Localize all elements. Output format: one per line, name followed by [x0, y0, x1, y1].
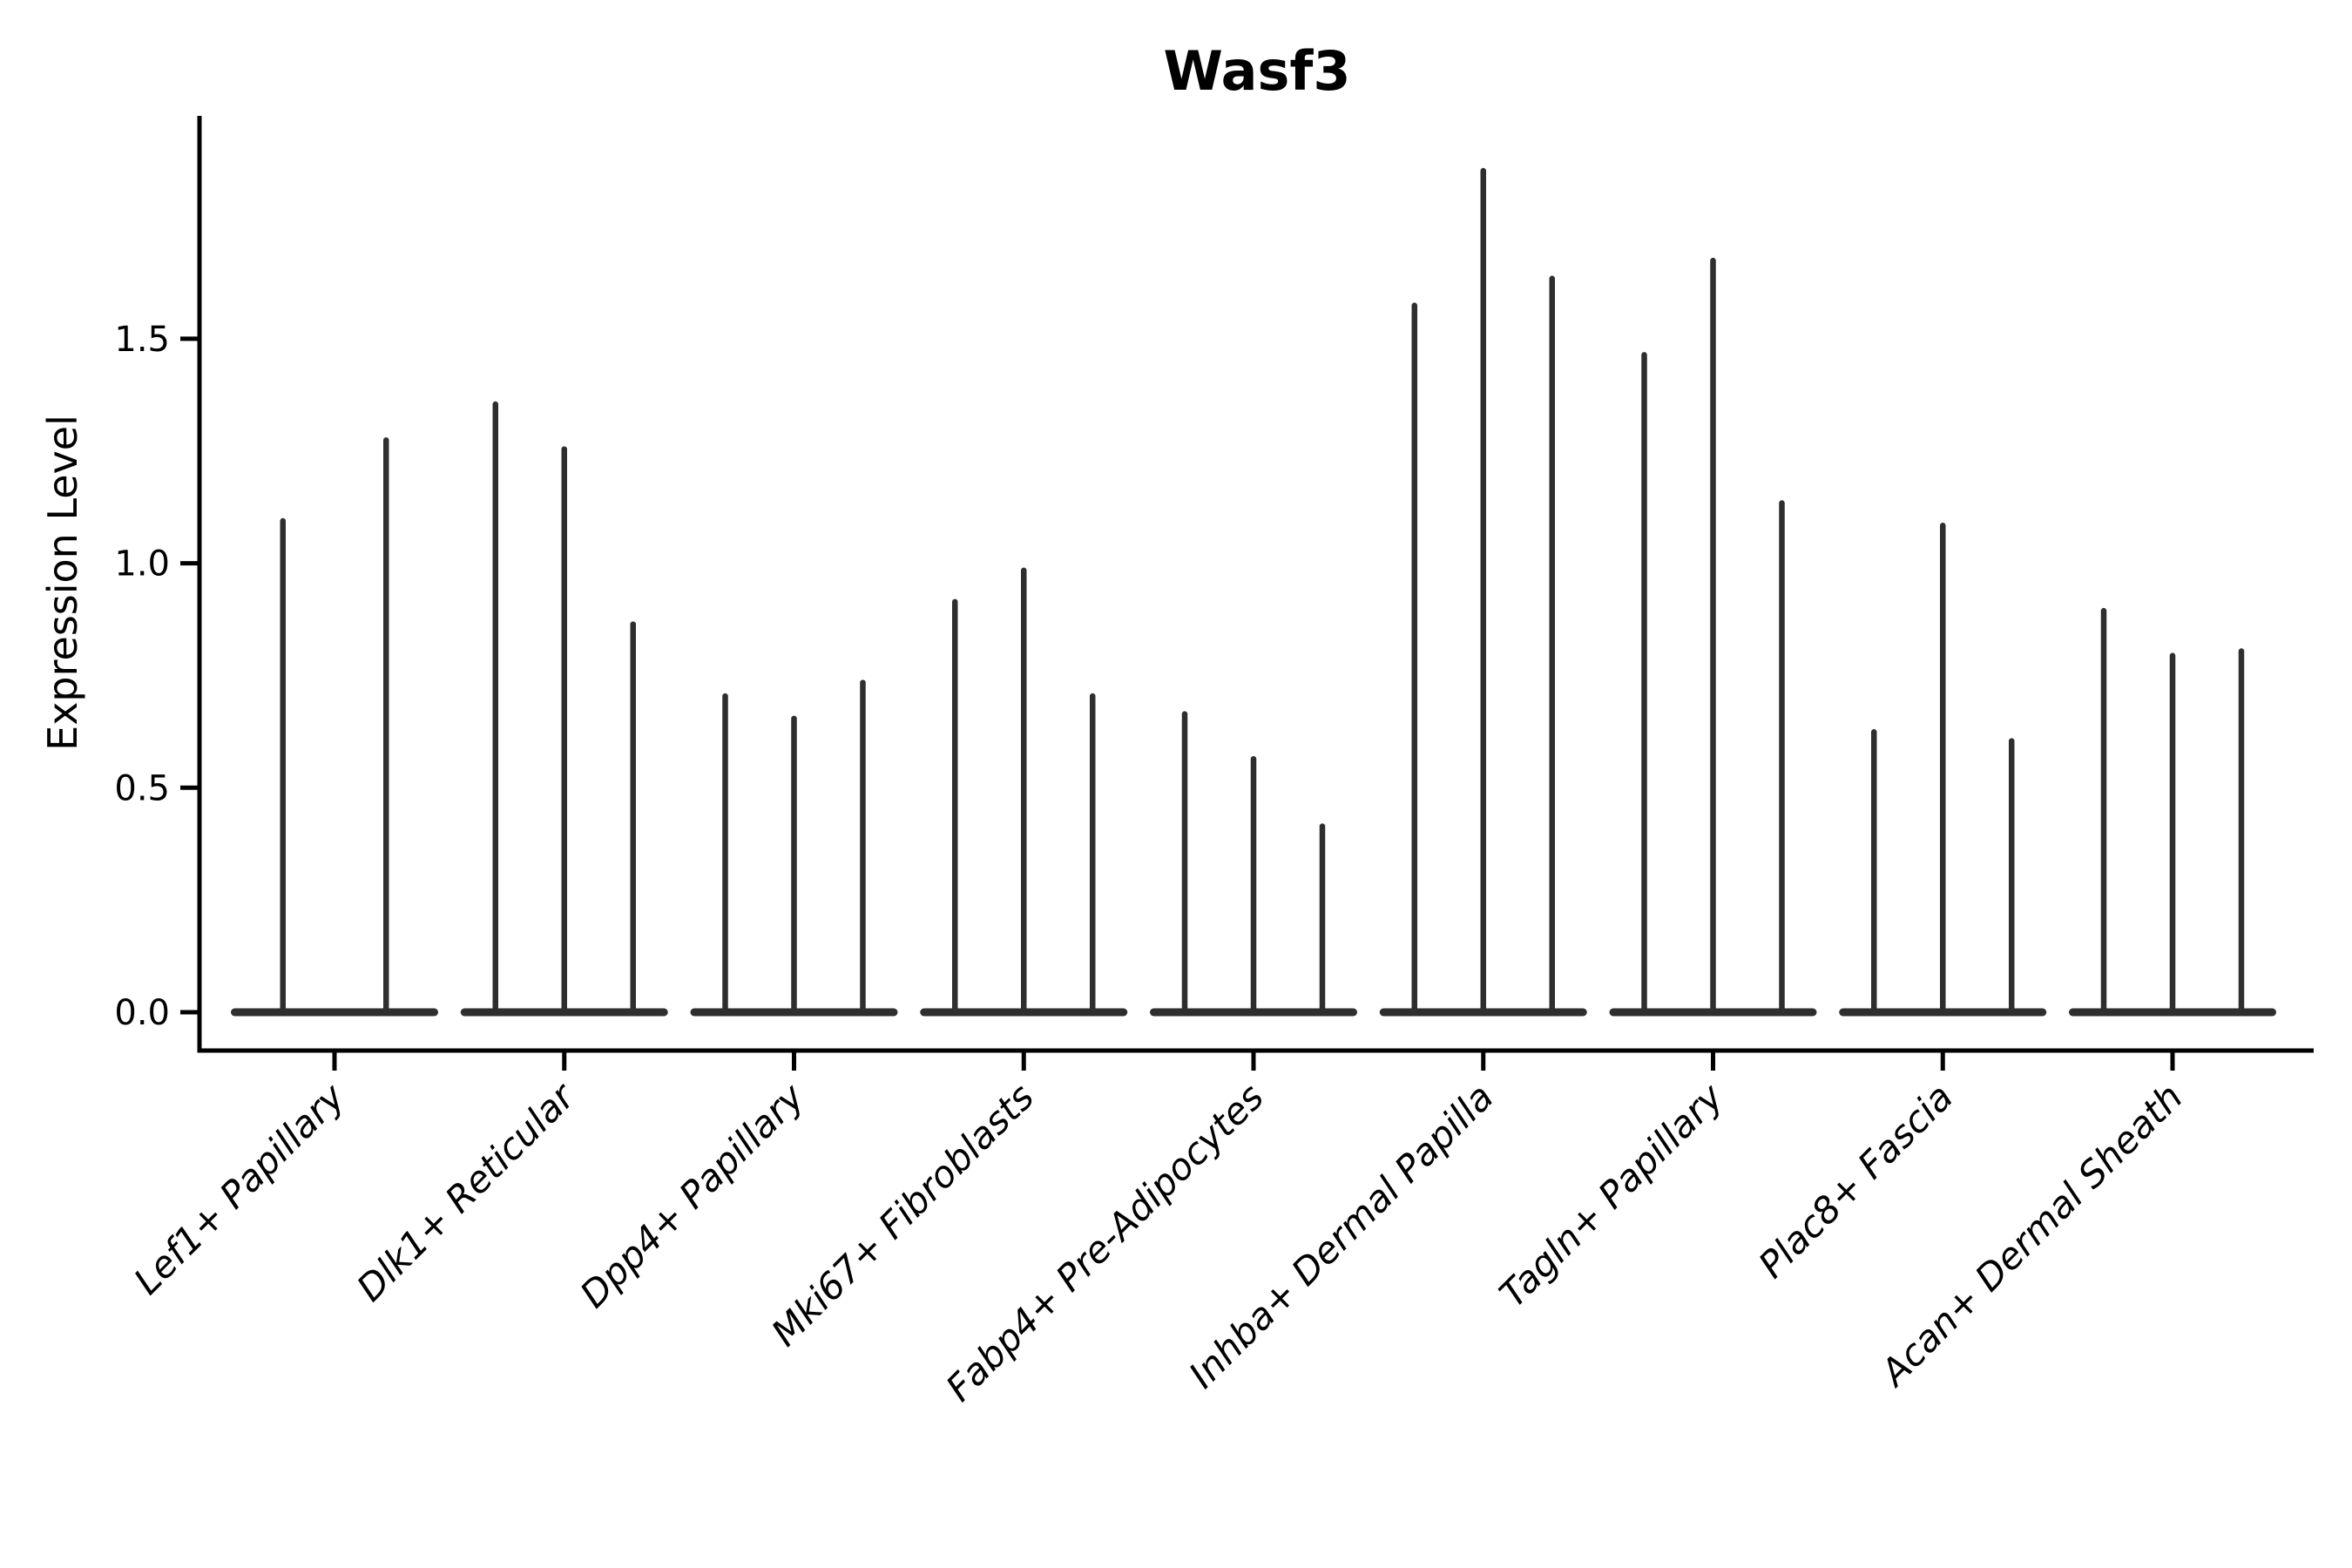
x-tick-label: Plac8+ Fascia	[1750, 1075, 1961, 1286]
y-tick-label: 0.0	[114, 993, 170, 1033]
x-tick-label: Tagln+ Papillary	[1491, 1075, 1733, 1316]
violins-layer	[231, 167, 2276, 1017]
y-tick-label: 1.5	[114, 320, 170, 360]
y-axis-ticks: 0.0 0.5 1.0 1.5	[114, 320, 199, 1033]
y-axis-title: Expression Level	[39, 415, 86, 751]
y-tick-label: 1.0	[114, 544, 170, 585]
x-tick-label: Dlk1+ Reticular	[348, 1073, 585, 1309]
y-tick-label: 0.5	[114, 768, 170, 808]
chart-title: Wasf3	[1163, 39, 1350, 103]
x-tick-label: Lef1+ Papillary	[125, 1075, 354, 1303]
x-tick-label: Dpp4+ Papillary	[571, 1075, 813, 1316]
x-tick-label: Mki67+ Fibroblasts	[763, 1075, 1042, 1354]
